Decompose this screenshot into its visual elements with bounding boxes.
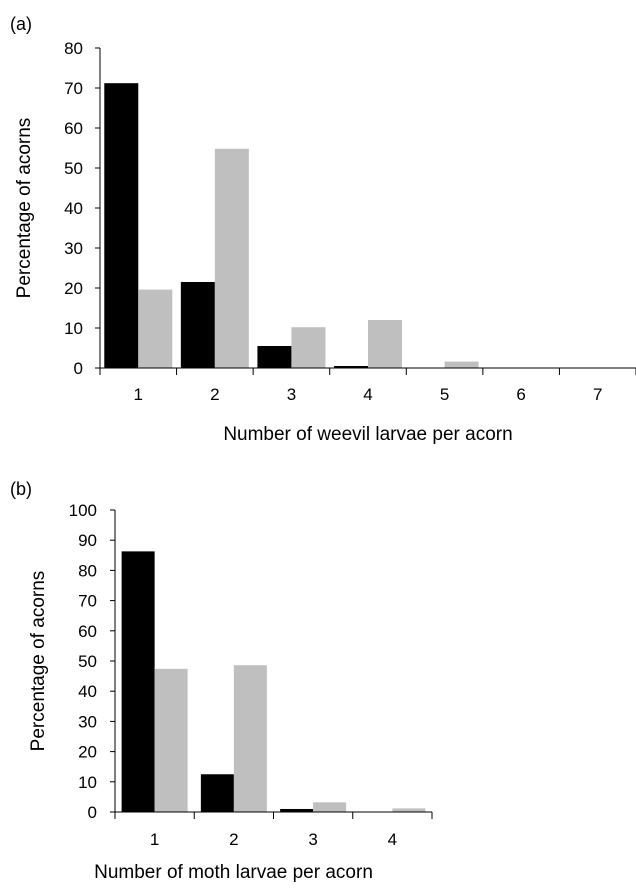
x-axis-label: Number of moth larvae per acorn: [94, 862, 373, 883]
y-tick-label: 20: [78, 743, 97, 762]
y-tick-label: 40: [64, 199, 83, 218]
y-tick-label: 100: [69, 501, 97, 520]
bar-series1-cat5: [444, 361, 479, 368]
panel-label: (a): [10, 14, 32, 34]
bar-series0-cat4: [334, 366, 368, 368]
y-tick-label: 80: [78, 561, 97, 580]
y-tick-label: 80: [64, 39, 83, 58]
chart-panel-1: (b) 0 10 20 30 40 50 60 70 80 90 100 1 2 3 4 Number of m…: [10, 479, 433, 883]
bar-series1-cat1: [154, 668, 188, 812]
chart-panel-0: (a) 0 10 20 30 40 50 60 70 80 1 2 3 4 5 6 7 Number of wee…: [10, 14, 636, 445]
x-tick-label: 3: [287, 385, 296, 404]
y-axis-label: Percentage of acorns: [28, 571, 49, 752]
bar-series0-cat1: [121, 551, 155, 812]
x-tick-label: 6: [516, 385, 525, 404]
y-tick-label: 40: [78, 682, 97, 701]
y-tick-label: 10: [64, 319, 83, 338]
y-tick-label: 60: [78, 622, 97, 641]
x-tick-label: 7: [593, 385, 602, 404]
bar-series0-cat3: [257, 346, 292, 368]
x-tick-label: 5: [440, 385, 449, 404]
bar-series1-cat1: [138, 289, 173, 368]
x-tick-label: 1: [150, 830, 159, 849]
x-tick-label: 1: [134, 385, 143, 404]
y-tick-label: 70: [78, 592, 97, 611]
x-tick-label: 2: [229, 830, 238, 849]
y-axis-label: Percentage of acorns: [14, 118, 35, 299]
x-axis-label: Number of weevil larvae per acorn: [223, 424, 512, 445]
x-tick-label: 2: [210, 385, 219, 404]
y-tick-label: 50: [64, 159, 83, 178]
x-tick-label: 4: [363, 385, 372, 404]
y-tick-label: 90: [78, 531, 97, 550]
y-tick-label: 70: [64, 79, 83, 98]
bar-series1-cat3: [313, 802, 347, 812]
bar-series0-cat2: [180, 282, 215, 368]
y-tick-label: 0: [88, 803, 97, 822]
y-tick-label: 0: [74, 359, 83, 378]
bar-series0-cat3: [280, 808, 314, 812]
bar-series1-cat2: [233, 665, 267, 812]
bar-series0-cat2: [200, 774, 234, 812]
bar-series1-cat2: [214, 148, 249, 368]
y-tick-label: 50: [78, 652, 97, 671]
y-tick-label: 30: [64, 239, 83, 258]
y-tick-label: 20: [64, 279, 83, 298]
y-tick-label: 60: [64, 119, 83, 138]
panel-label: (b): [10, 479, 32, 499]
bar-series0-cat1: [104, 83, 139, 368]
bar-series1-cat3: [291, 327, 326, 368]
y-tick-label: 10: [78, 773, 97, 792]
bar-series1-cat4: [368, 320, 402, 368]
x-tick-label: 4: [388, 830, 397, 849]
y-tick-label: 30: [78, 712, 97, 731]
bar-series1-cat4: [392, 808, 426, 812]
x-tick-label: 3: [308, 830, 317, 849]
